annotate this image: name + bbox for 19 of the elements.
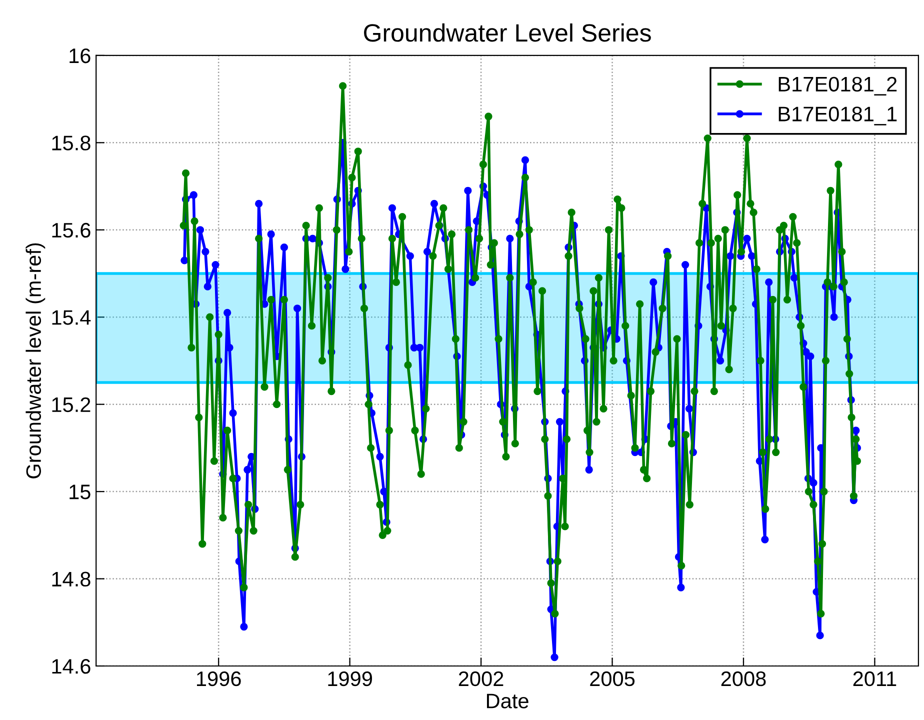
y-tick-label: 15.2 bbox=[52, 397, 90, 412]
y-tick-label: 15.8 bbox=[52, 136, 90, 150]
y-tick-label: 16 bbox=[70, 48, 90, 64]
x-tick-label: 2008 bbox=[721, 671, 766, 686]
x-tick-label: 1999 bbox=[328, 671, 372, 686]
x-axis-title: Date bbox=[486, 694, 528, 708]
legend-label: B17E0181_2 bbox=[778, 76, 897, 96]
y-tick-label: 15.6 bbox=[52, 222, 90, 238]
legend-label: B17E0181_1 bbox=[778, 106, 897, 126]
y-tick-label: 15 bbox=[70, 484, 90, 500]
y-tick-label: 14.6 bbox=[52, 659, 90, 674]
y-tick-label: 14.8 bbox=[52, 572, 90, 587]
x-tick-label: 2005 bbox=[590, 671, 635, 686]
x-tick-label: 1996 bbox=[196, 671, 241, 686]
chart-title: Groundwater Level Series bbox=[364, 23, 651, 42]
x-tick-label: 2011 bbox=[853, 671, 896, 686]
y-tick-label: 15.4 bbox=[52, 310, 91, 325]
x-tick-label: 2002 bbox=[458, 671, 504, 686]
y-axis-title: Groundwater level (m-ref) bbox=[26, 243, 46, 478]
